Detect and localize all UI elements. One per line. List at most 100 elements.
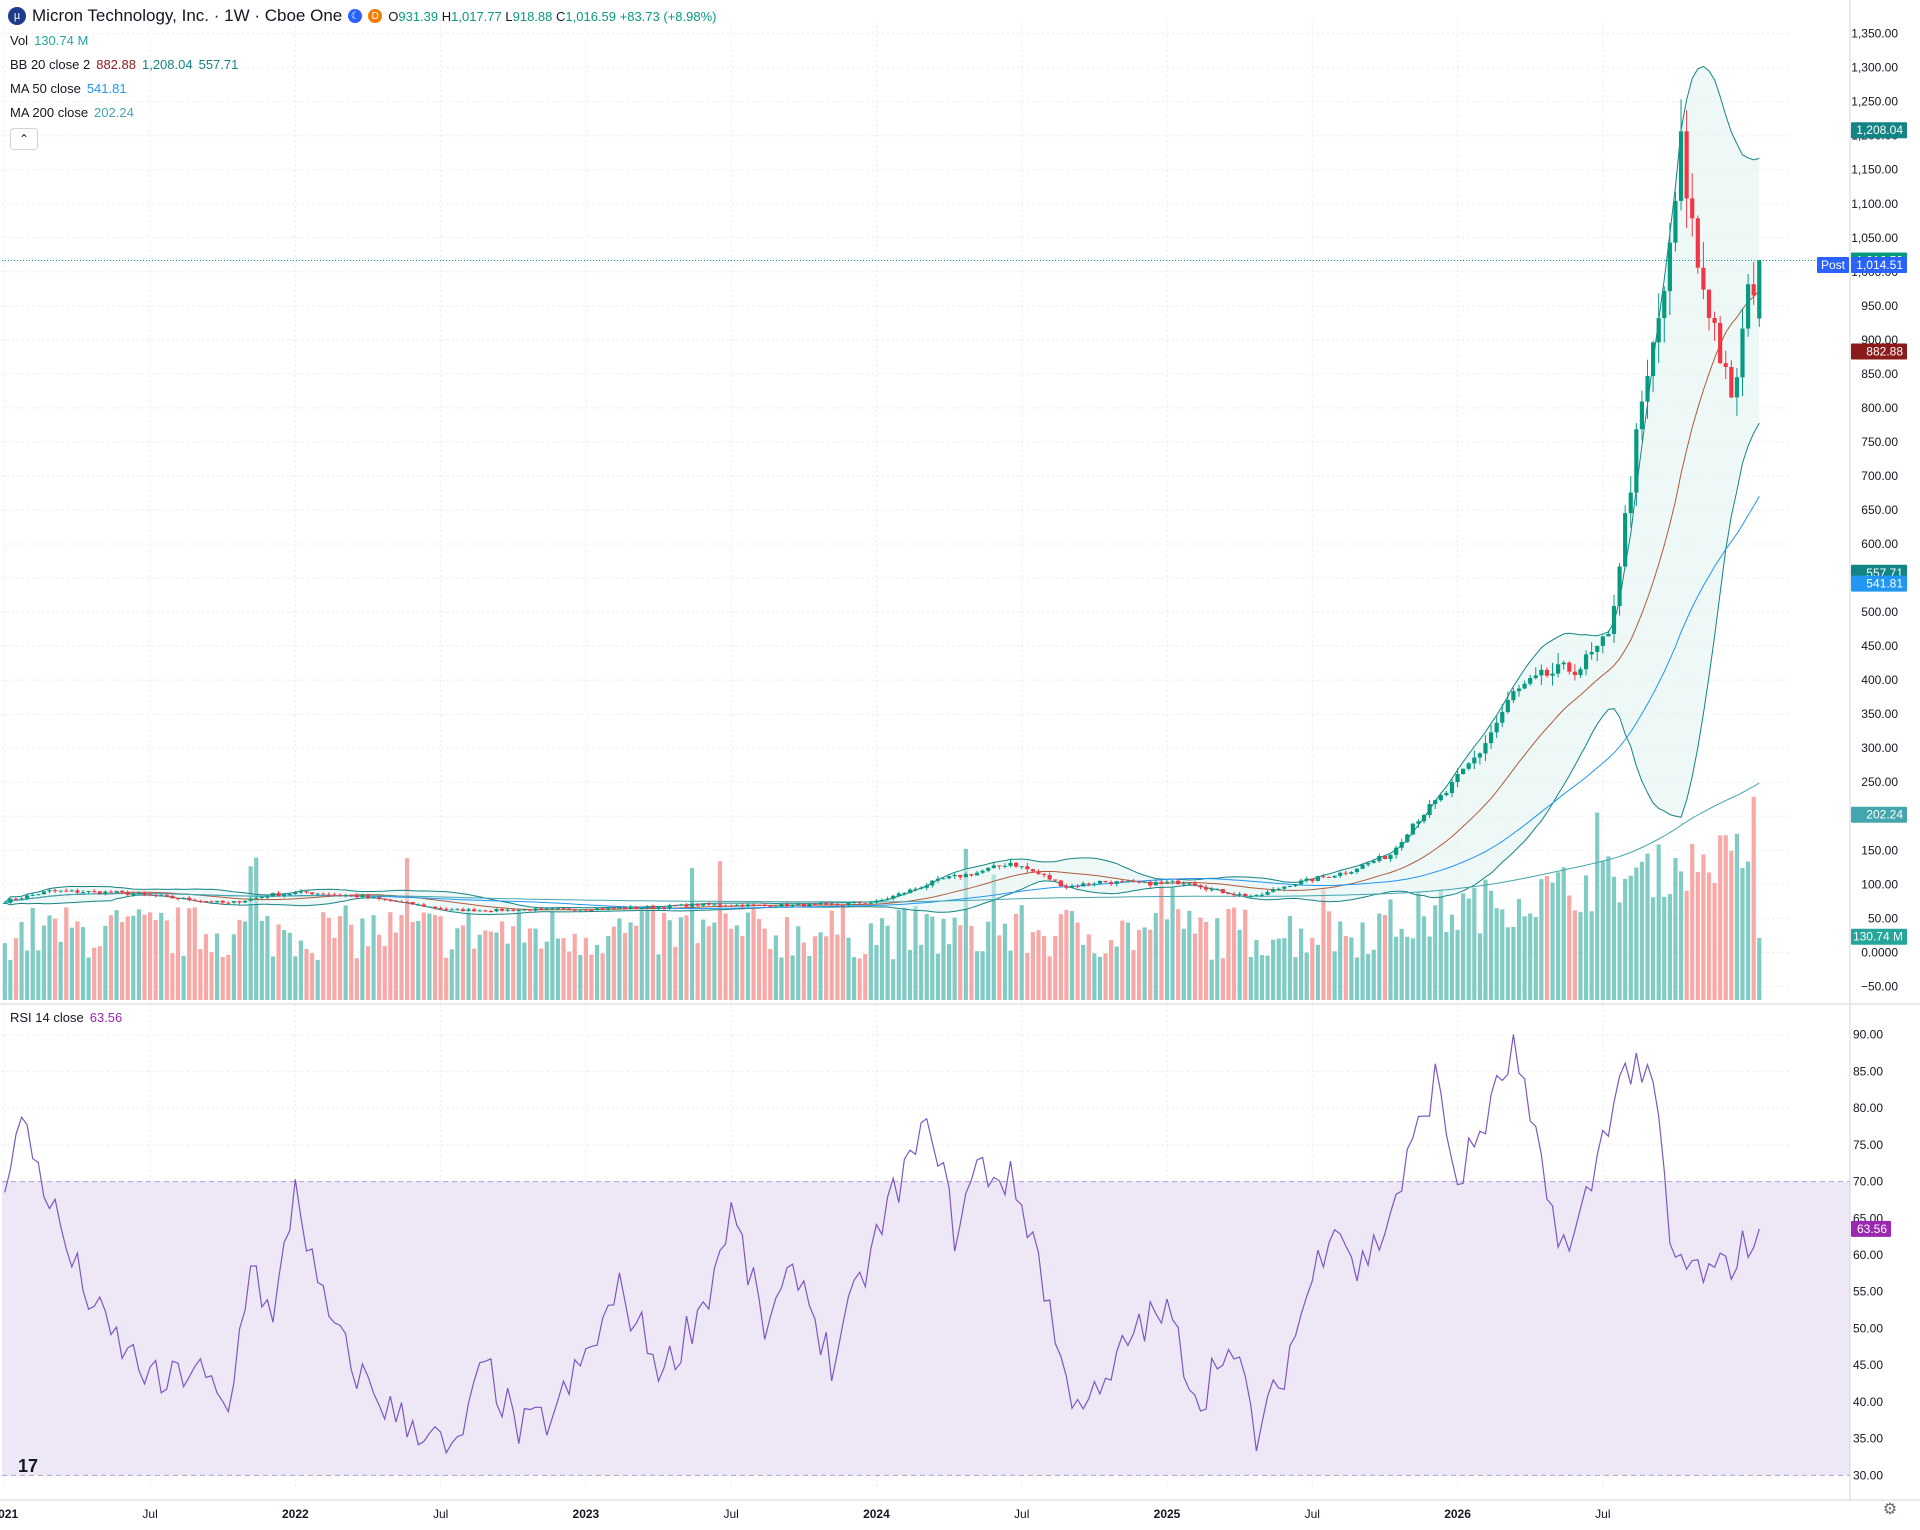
candle-body xyxy=(1136,881,1142,883)
volume-bar xyxy=(192,907,197,1000)
candle-body xyxy=(1438,795,1443,801)
bb-lower-line xyxy=(4,422,1760,916)
candle-body xyxy=(388,899,393,901)
volume-bar xyxy=(857,958,862,1000)
legend-bollinger[interactable]: BB 20 close 2 882.88 1,208.04 557.71 xyxy=(10,57,239,72)
legend-rsi[interactable]: RSI 14 close 63.56 xyxy=(10,1010,123,1025)
volume-bar xyxy=(801,942,806,1000)
volume-bar xyxy=(69,927,74,1000)
volume-bar xyxy=(1628,875,1633,1000)
legend-ma200[interactable]: MA 200 close 202.24 xyxy=(10,105,134,120)
volume-bar xyxy=(1695,871,1700,1000)
volume-bar xyxy=(265,915,270,1000)
legend-volume[interactable]: Vol 130.74 M xyxy=(10,33,89,48)
volume-bar xyxy=(416,920,421,1000)
candle-body xyxy=(779,904,784,907)
candle-body xyxy=(1377,856,1382,862)
volume-bar xyxy=(634,925,639,1000)
moon-icon[interactable]: ☾ xyxy=(348,9,363,23)
volume-bar xyxy=(1321,889,1326,1000)
volume-bar xyxy=(1533,917,1538,1000)
volume-bar xyxy=(1410,938,1415,1000)
ohlc-readout: O931.39 H1,017.77 L918.88 C1,016.59 +83.… xyxy=(388,8,717,24)
candle-body xyxy=(30,894,35,896)
symbol-title[interactable]: Micron Technology, Inc. · 1W · Cboe One xyxy=(32,6,343,25)
candle-body xyxy=(1198,885,1203,888)
candle-body xyxy=(891,895,896,899)
volume-bar xyxy=(1388,899,1393,1000)
tradingview-logo-icon[interactable]: 17 xyxy=(18,1456,39,1476)
volume-bar xyxy=(203,934,209,1000)
candle-body xyxy=(1393,847,1399,855)
candle-body xyxy=(539,908,544,910)
price-tick-label: 800.00 xyxy=(1861,401,1898,415)
rsi-tick-label: 80.00 xyxy=(1853,1101,1883,1115)
volume-bar xyxy=(1338,921,1343,1000)
volume-bar xyxy=(667,920,672,1000)
candle-body xyxy=(505,909,510,911)
volume-bar xyxy=(1595,812,1600,1000)
bollinger-bands xyxy=(4,65,1760,916)
candle-body xyxy=(1349,871,1354,874)
candle-body xyxy=(1097,880,1103,884)
collapse-legend-button[interactable]: ⌃ xyxy=(10,128,38,150)
volume-bar xyxy=(1461,893,1466,1000)
dividend-d-icon[interactable]: D xyxy=(368,9,383,23)
volume-bar xyxy=(924,914,929,1000)
candle-body xyxy=(963,874,968,878)
candle-body xyxy=(578,909,583,911)
candle-body xyxy=(153,895,158,897)
candle-body xyxy=(142,893,147,895)
volume-bar xyxy=(1746,861,1751,1000)
candle-body xyxy=(1131,881,1136,883)
volume-bar xyxy=(1259,955,1265,1000)
volume-bar xyxy=(1377,913,1382,1000)
candle-body xyxy=(941,878,946,880)
candle-body xyxy=(164,895,169,897)
candle-body xyxy=(650,906,656,909)
candle-body xyxy=(1751,284,1756,296)
time-tick-label: 2023 xyxy=(573,1507,600,1521)
volume-bar xyxy=(516,908,521,1000)
candle-body xyxy=(1706,289,1712,318)
candle-body xyxy=(472,909,477,912)
candle-body xyxy=(1030,869,1035,872)
candle-body xyxy=(1075,885,1080,887)
candle-body xyxy=(438,908,443,910)
candle-body xyxy=(499,908,505,911)
rsi-value: 63.56 xyxy=(89,1010,123,1025)
candle-body xyxy=(488,911,493,913)
candle-body xyxy=(684,904,689,907)
volume-bar xyxy=(1690,843,1695,1000)
bb-basis-line xyxy=(4,290,1760,911)
candle-body xyxy=(270,893,276,897)
legend-ma50[interactable]: MA 50 close 541.81 xyxy=(10,81,127,96)
volume-bar xyxy=(276,924,281,1000)
volume-bar xyxy=(1310,937,1315,1000)
candle-body xyxy=(622,907,628,909)
candle-body xyxy=(41,891,46,895)
price-tick-label: 700.00 xyxy=(1861,469,1898,483)
rsi-tick-label: 75.00 xyxy=(1853,1138,1883,1152)
candle-body xyxy=(1036,871,1041,874)
volume-bar xyxy=(1673,858,1678,1000)
volume-bar xyxy=(242,921,248,1000)
candle-body xyxy=(1192,883,1198,886)
gear-icon[interactable]: ⚙ xyxy=(1882,1501,1898,1518)
candle-body xyxy=(1494,722,1499,733)
volume-bar xyxy=(405,858,410,1000)
candle-body xyxy=(298,891,304,893)
volume-bar xyxy=(310,953,315,1000)
candle-body xyxy=(991,865,996,868)
volume-bar xyxy=(1092,953,1097,1000)
volume-bar xyxy=(287,932,292,1000)
volume-bar xyxy=(1064,909,1069,1000)
volume-bar xyxy=(499,921,505,1000)
candle-body xyxy=(1259,894,1265,896)
candle-body xyxy=(337,894,343,896)
volume-bar xyxy=(695,943,700,1000)
time-tick-label: Jul xyxy=(1014,1507,1029,1521)
candle-body xyxy=(1315,876,1320,881)
volume-bar xyxy=(594,944,600,1000)
